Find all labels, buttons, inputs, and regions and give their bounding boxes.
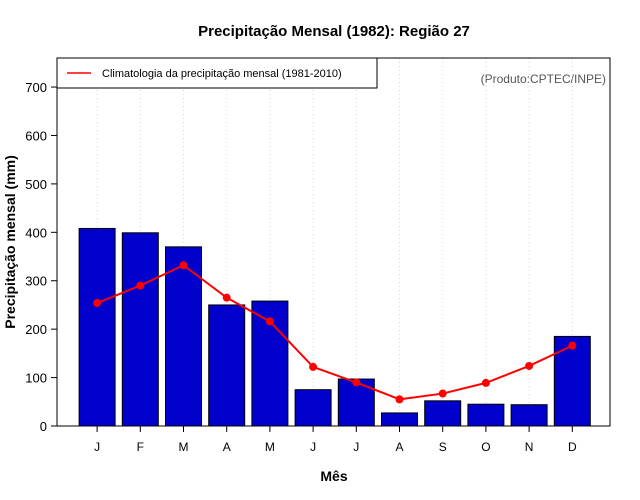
y-tick-label: 0 <box>40 419 47 434</box>
y-axis-label: Precipitação mensal (mm) <box>2 155 18 329</box>
y-tick-label: 400 <box>25 225 47 240</box>
y-tick-label: 300 <box>25 274 47 289</box>
x-tick-label: D <box>568 440 577 454</box>
bar-O-10 <box>467 403 505 427</box>
legend-label-climatology: Climatologia da precipitação mensal (198… <box>102 68 342 80</box>
x-tick-label: M <box>179 440 189 454</box>
bar-J-6 <box>294 389 332 427</box>
x-tick-label: A <box>395 440 403 454</box>
y-axis: 0 100 200 300 400 500 600 700 <box>25 80 57 434</box>
x-tick-label: J <box>353 440 359 454</box>
bar-A-4 <box>208 304 246 427</box>
climatology-point <box>222 293 231 302</box>
bar-series <box>78 227 591 427</box>
y-tick-label: 600 <box>25 128 47 143</box>
credit-text: (Produto:CPTEC/INPE) <box>481 72 606 86</box>
climatology-line <box>96 264 573 401</box>
x-tick-label: A <box>223 440 231 454</box>
bar-M-3 <box>165 246 202 427</box>
x-tick-label: N <box>525 440 534 454</box>
y-tick-label: 700 <box>25 80 47 95</box>
bar-S-9 <box>424 400 462 427</box>
climatology-point <box>309 362 318 371</box>
legend: Climatologia da precipitação mensal (198… <box>56 57 378 89</box>
y-tick-label: 200 <box>25 322 47 337</box>
x-tick-label: J <box>310 440 316 454</box>
x-tick-label: S <box>439 440 447 454</box>
climatology-point <box>352 378 361 387</box>
climatology-point <box>395 395 404 404</box>
climatology-point <box>179 261 188 270</box>
bar-N-11 <box>510 404 548 427</box>
bar-D-12 <box>553 335 591 427</box>
climatology-point <box>93 299 102 308</box>
legend-box <box>56 57 378 89</box>
x-axis-label: Mês <box>320 468 347 484</box>
climatology-point <box>136 281 145 290</box>
climatology-point <box>265 317 274 326</box>
x-tick-label: J <box>94 440 100 454</box>
y-tick-label: 100 <box>25 371 47 386</box>
bar-A-8 <box>381 412 418 427</box>
climatology-point <box>525 361 534 370</box>
x-tick-label: M <box>265 440 275 454</box>
climatology-point <box>481 378 490 387</box>
y-tick-label: 500 <box>25 177 47 192</box>
bar-J-1 <box>78 227 116 427</box>
climatology-point <box>438 389 447 398</box>
climatology-point <box>568 341 577 350</box>
x-tick-label: O <box>481 440 490 454</box>
climatology-series <box>93 261 577 404</box>
x-tick-label: F <box>137 440 144 454</box>
chart-title: Precipitação Mensal (1982): Região 27 <box>198 23 470 40</box>
bar-F-2 <box>121 232 159 427</box>
